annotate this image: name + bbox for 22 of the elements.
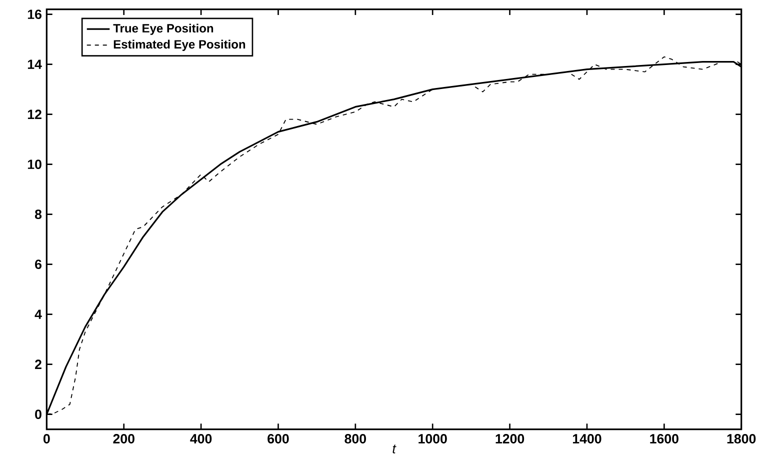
y-tick-label: 14: [28, 60, 42, 69]
legend-label: True Eye Position: [113, 24, 214, 35]
x-tick-label: 400: [190, 434, 212, 444]
y-tick-label: 12: [28, 110, 42, 119]
x-tick-label: 1200: [496, 434, 524, 444]
y-tick-label: 8: [34, 210, 42, 220]
y-tick-label: 6: [35, 260, 42, 270]
y-tick-label: 10: [28, 160, 42, 170]
y-tick-label: 4: [34, 310, 42, 319]
y-tick-label: 0: [35, 410, 42, 420]
y-tick-label: 2: [35, 360, 42, 369]
x-tick-label: 200: [113, 434, 134, 444]
x-tick-label: 800: [344, 434, 366, 444]
x-tick-label: 1000: [418, 434, 447, 444]
x-tick-label: 600: [268, 434, 289, 444]
x-tick-label: 1800: [727, 434, 756, 444]
legend-label: Estimated Eye Position: [114, 40, 246, 51]
x-tick-label: 1400: [572, 434, 602, 444]
x-tick-label: 0: [43, 434, 50, 444]
y-tick-label: 16: [28, 10, 42, 20]
x-tick-label: 1600: [650, 434, 678, 444]
x-axis-title: t: [392, 444, 396, 454]
